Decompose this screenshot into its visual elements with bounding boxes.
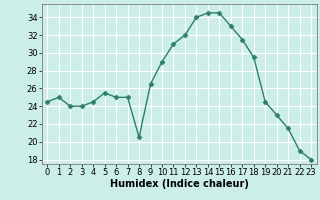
X-axis label: Humidex (Indice chaleur): Humidex (Indice chaleur) (110, 179, 249, 189)
